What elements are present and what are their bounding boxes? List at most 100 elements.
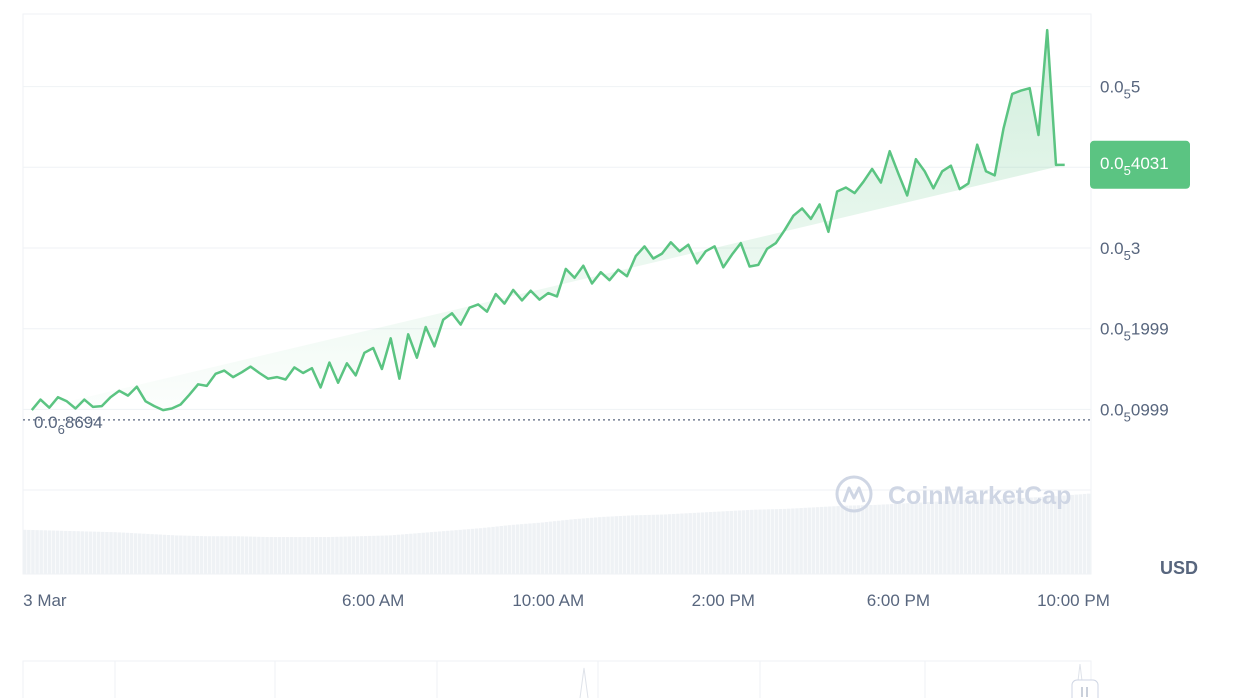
volume-bar [544,522,549,574]
volume-bar [684,513,688,574]
volume-bar [421,532,425,574]
volume-bar [51,530,56,574]
volume-bar [1004,498,1009,574]
volume-bar [450,530,454,574]
volume-bar [240,536,245,574]
volume-bar [515,524,520,574]
volume-bar [984,499,988,574]
volume-bar [68,530,72,574]
volume-bar [474,528,479,574]
volume-bar [170,535,175,574]
volume-bar [507,525,512,574]
volume-bar [762,509,766,574]
volume-bar [228,536,232,574]
volume-bar [121,532,126,574]
volume-bar [811,507,816,574]
volume-bar [150,534,154,574]
volume-bar [573,519,577,574]
volume-bar [35,530,39,574]
volume-bar [80,531,84,574]
volume-bars [23,493,1091,574]
volume-bar [166,534,171,574]
volume-bar [750,509,754,574]
volume-bar [758,509,762,574]
volume-bar [290,537,294,574]
volume-bar [1017,498,1021,574]
volume-bar [388,535,393,574]
volume-bar [1021,497,1025,574]
volume-bar [76,531,80,574]
volume-bar [848,505,853,574]
volume-bar [996,499,1001,574]
volume-bar [885,504,890,574]
volume-bar [347,536,351,574]
volume-bar [725,511,729,574]
volume-bar [951,500,955,574]
volume-bar [125,532,130,574]
volume-bar [277,537,282,574]
volume-bar [647,514,651,574]
volume-bar [540,522,545,574]
volume-bar [101,531,105,574]
volume-bar [105,531,109,574]
volume-bar [23,529,27,574]
volume-bar [265,537,269,574]
volume-bar [437,531,442,574]
volume-bar [893,503,898,574]
volume-bar [133,533,138,574]
volume-bar [343,536,347,574]
volume-bar [109,532,113,574]
volume-bar [92,531,97,574]
volume-bar [910,502,914,574]
volume-bar [503,525,508,574]
volume-bar [273,537,278,574]
volume-bar [524,523,528,574]
volume-bar [536,522,540,574]
volume-bar [322,537,327,574]
volume-bar [955,500,959,574]
volume-bar [1070,494,1074,574]
volume-bar [704,512,709,574]
volume-bar [865,505,869,574]
y-tick-label: 0.050999 [1100,400,1169,424]
volume-bar [610,516,614,574]
volume-bar [930,501,935,574]
volume-bar [934,501,939,574]
volume-bar [396,534,401,574]
navigator-handle-icon[interactable] [1071,679,1099,698]
volume-bar [774,509,779,574]
volume-bar [203,536,208,574]
volume-bar [963,500,968,574]
volume-bar [1012,498,1017,574]
volume-bar [659,514,664,574]
volume-bar [298,537,302,574]
volume-bar [405,534,409,574]
volume-bar [470,528,475,574]
volume-bar [248,536,253,574]
volume-bar [376,535,380,574]
volume-bar [651,514,655,574]
volume-bar [877,504,881,574]
volume-bar [803,507,807,574]
volume-bar [717,511,721,574]
volume-bar [807,507,812,574]
volume-bar [55,530,60,574]
volume-bar [88,531,93,574]
volume-bar [1058,495,1062,574]
volume-bar [832,506,836,574]
volume-bar [672,513,676,574]
volume-bar [1033,497,1037,574]
volume-bar [462,529,467,574]
volume-bar [483,527,487,574]
volume-bar [1045,496,1050,574]
volume-bar [980,499,984,574]
y-tick-label: 0.053 [1100,239,1140,263]
volume-bar [914,502,918,574]
volume-bar [799,508,803,574]
volume-bar [922,502,927,574]
range-navigator[interactable] [22,660,1099,698]
volume-bar [795,508,799,574]
coinmarketcap-logo-icon [835,475,873,513]
volume-bar [495,526,499,574]
volume-bar [441,531,446,574]
